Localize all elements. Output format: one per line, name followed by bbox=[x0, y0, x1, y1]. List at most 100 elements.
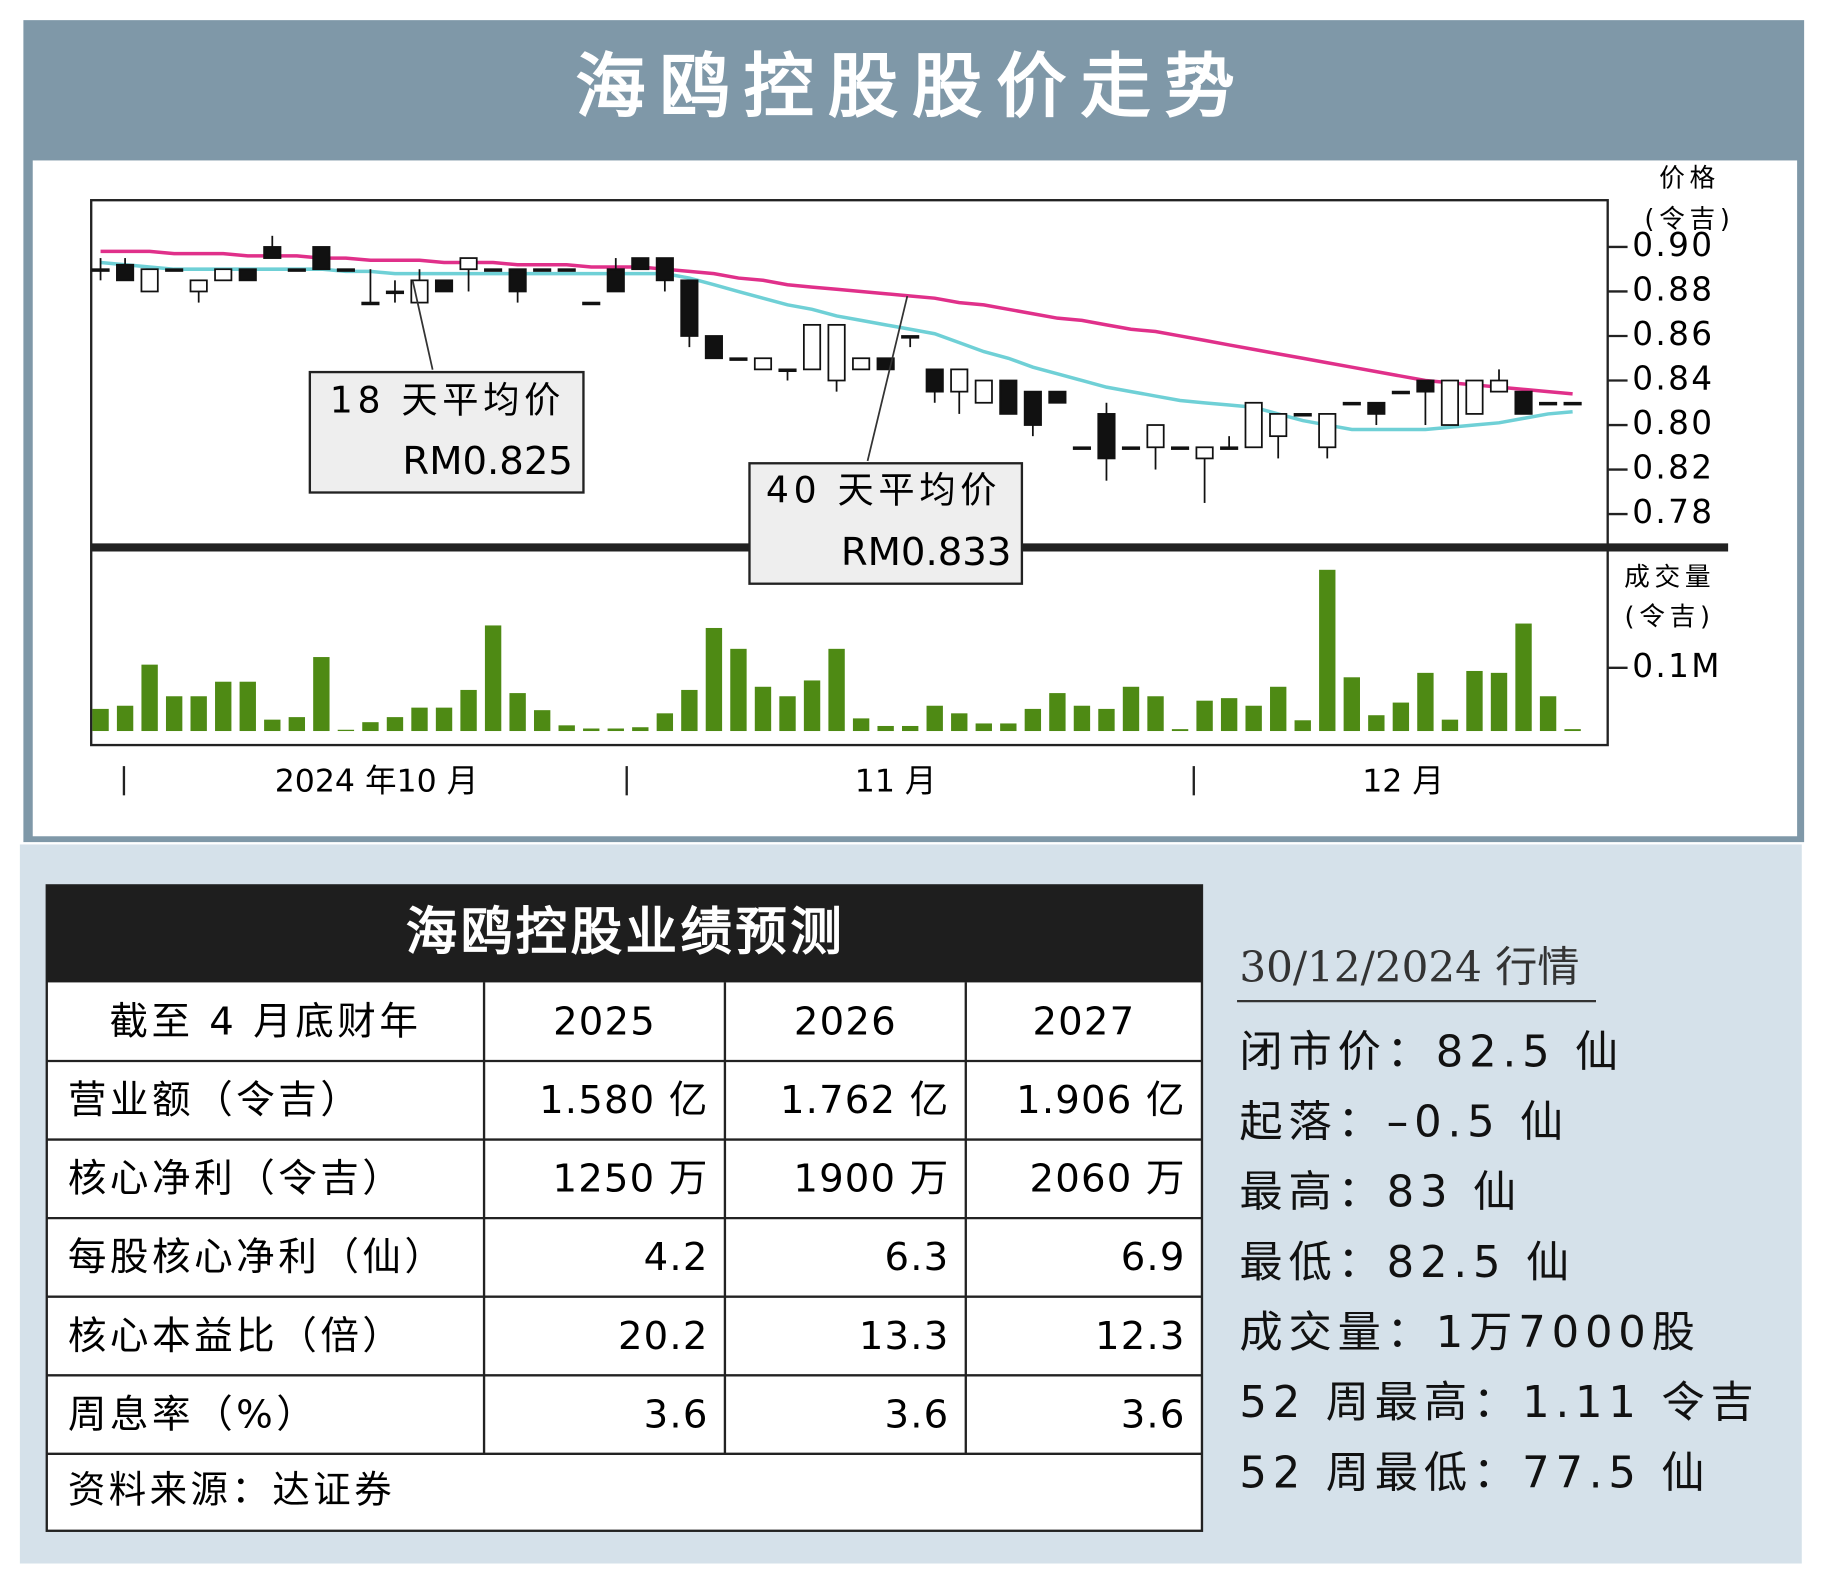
volume-bar bbox=[1122, 686, 1140, 732]
candle-body bbox=[1440, 379, 1460, 426]
candle-body bbox=[1489, 379, 1509, 393]
volume-bar bbox=[607, 728, 624, 732]
table-cell: 3.6 bbox=[1121, 1392, 1186, 1437]
volume-bar bbox=[1466, 670, 1483, 732]
annotation-label: 40 天平均价 bbox=[766, 469, 1001, 512]
volume-bar bbox=[754, 686, 772, 732]
table-cell: 4.2 bbox=[644, 1235, 709, 1280]
volume-bar bbox=[828, 648, 845, 732]
candle-body bbox=[410, 279, 429, 304]
table-header-cell: 截至 4 月底财年 bbox=[109, 1000, 421, 1045]
volume-bar bbox=[239, 681, 256, 732]
candle-body bbox=[1171, 446, 1190, 450]
volume-bar bbox=[1171, 729, 1189, 732]
quote-title: 30/12/2024 行情 bbox=[1239, 943, 1579, 992]
volume-bar bbox=[1368, 715, 1385, 732]
table-header-cell: 2027 bbox=[1032, 1000, 1135, 1045]
leader-line bbox=[411, 280, 434, 370]
volume-bar bbox=[533, 710, 551, 732]
volume-bar bbox=[141, 664, 158, 732]
candle-body bbox=[385, 290, 405, 295]
volume-bar bbox=[264, 719, 281, 732]
candle-body bbox=[704, 335, 723, 360]
x-label: 2024 年10 月 bbox=[275, 763, 479, 799]
candle-body bbox=[901, 335, 920, 339]
candle-body bbox=[1367, 401, 1386, 415]
leader-line bbox=[866, 295, 909, 462]
candle-body bbox=[263, 246, 282, 259]
candle-body bbox=[876, 357, 895, 371]
volume-bar bbox=[877, 725, 894, 732]
quote-line: 最低：82.5 仙 bbox=[1239, 1238, 1575, 1288]
y-tick-label: 0.1M bbox=[1632, 647, 1722, 685]
candle-body bbox=[1465, 379, 1484, 415]
volume-bar bbox=[1098, 708, 1115, 732]
y-label: (令吉) bbox=[1644, 205, 1734, 235]
table-cell: 1900 万 bbox=[793, 1157, 949, 1202]
y-tick-label: 0.86 bbox=[1632, 315, 1714, 353]
volume-bar bbox=[558, 725, 575, 732]
y-label: 成交量 bbox=[1624, 562, 1715, 592]
candle-body bbox=[508, 268, 527, 293]
candle-body bbox=[1318, 413, 1337, 449]
candle-body bbox=[852, 357, 871, 371]
volume-bar bbox=[705, 627, 723, 732]
candle-body bbox=[165, 268, 184, 272]
volume-bar bbox=[1294, 720, 1311, 732]
x-label: 11 月 bbox=[855, 763, 937, 799]
table-cell: 营业额（令吉） bbox=[68, 1078, 363, 1123]
candle-body bbox=[361, 301, 380, 306]
candle-body bbox=[91, 268, 110, 272]
volume-bar bbox=[460, 689, 477, 732]
quote-line: 52 周最低：77.5 仙 bbox=[1239, 1448, 1710, 1498]
table-title: 海鸥控股业绩预测 bbox=[406, 903, 846, 963]
candle-body bbox=[999, 379, 1018, 415]
table-cell: 周息率（%） bbox=[68, 1392, 319, 1437]
candle-body bbox=[1342, 401, 1361, 406]
candle-body bbox=[974, 379, 993, 404]
candle-body bbox=[189, 279, 208, 293]
volume-bar bbox=[1515, 623, 1532, 732]
candle-body bbox=[1539, 401, 1558, 406]
volume-bar bbox=[1539, 696, 1557, 732]
table-cell: 1250 万 bbox=[553, 1157, 709, 1202]
candle-body bbox=[214, 268, 233, 282]
candle-body bbox=[1023, 390, 1042, 426]
candle-body bbox=[778, 368, 797, 373]
volume-bar bbox=[656, 713, 674, 732]
candle-body bbox=[1220, 446, 1239, 450]
annotation-box bbox=[748, 462, 1024, 585]
quote-line: 52 周最高：1.11 令吉 bbox=[1239, 1378, 1759, 1428]
volume-bar bbox=[337, 729, 355, 732]
chart-title: 海鸥控股股价走势 bbox=[575, 45, 1248, 127]
volume-bar bbox=[779, 696, 796, 732]
volume-bar bbox=[1343, 677, 1360, 732]
table bbox=[45, 884, 1204, 1532]
candle-body bbox=[484, 268, 503, 272]
table-body: 截至 4 月底财年 2025 2026 2027 营业额（令吉） 1.580 亿 1.762… bbox=[46, 982, 1202, 1456]
quote-lines: 闭市价：82.5 仙起落：–0.5 仙最高：83 仙最低：82.5 仙成交量：1… bbox=[1239, 1027, 1759, 1498]
candle-body bbox=[116, 263, 135, 282]
volume-bar bbox=[1392, 702, 1410, 732]
marks: 0.90 0.88 0.86 0.84 0.80 0.82 0.78 0.1M bbox=[91, 226, 1722, 732]
volume-bar bbox=[1147, 696, 1164, 732]
annotation-value: RM0.825 bbox=[402, 439, 573, 484]
candle-body bbox=[557, 268, 576, 272]
table-cell: 13.3 bbox=[859, 1314, 950, 1359]
table-cell: 3.6 bbox=[885, 1392, 950, 1437]
x-label: 12 月 bbox=[1362, 763, 1444, 799]
table-cell: 核心净利（令吉） bbox=[68, 1157, 405, 1202]
volume-bar bbox=[386, 717, 404, 732]
table-header bbox=[46, 885, 1202, 983]
quote-line: 起落：–0.5 仙 bbox=[1239, 1098, 1569, 1148]
volume-bar bbox=[1073, 705, 1091, 732]
candle-body bbox=[287, 268, 306, 272]
volume-bar bbox=[975, 723, 992, 732]
candle-body bbox=[1121, 446, 1141, 450]
volume-bar bbox=[632, 727, 649, 732]
volume-bar bbox=[951, 713, 968, 732]
candle-body bbox=[1048, 390, 1067, 404]
candle-body bbox=[459, 257, 478, 271]
y-tick-label: 0.82 bbox=[1632, 449, 1714, 487]
